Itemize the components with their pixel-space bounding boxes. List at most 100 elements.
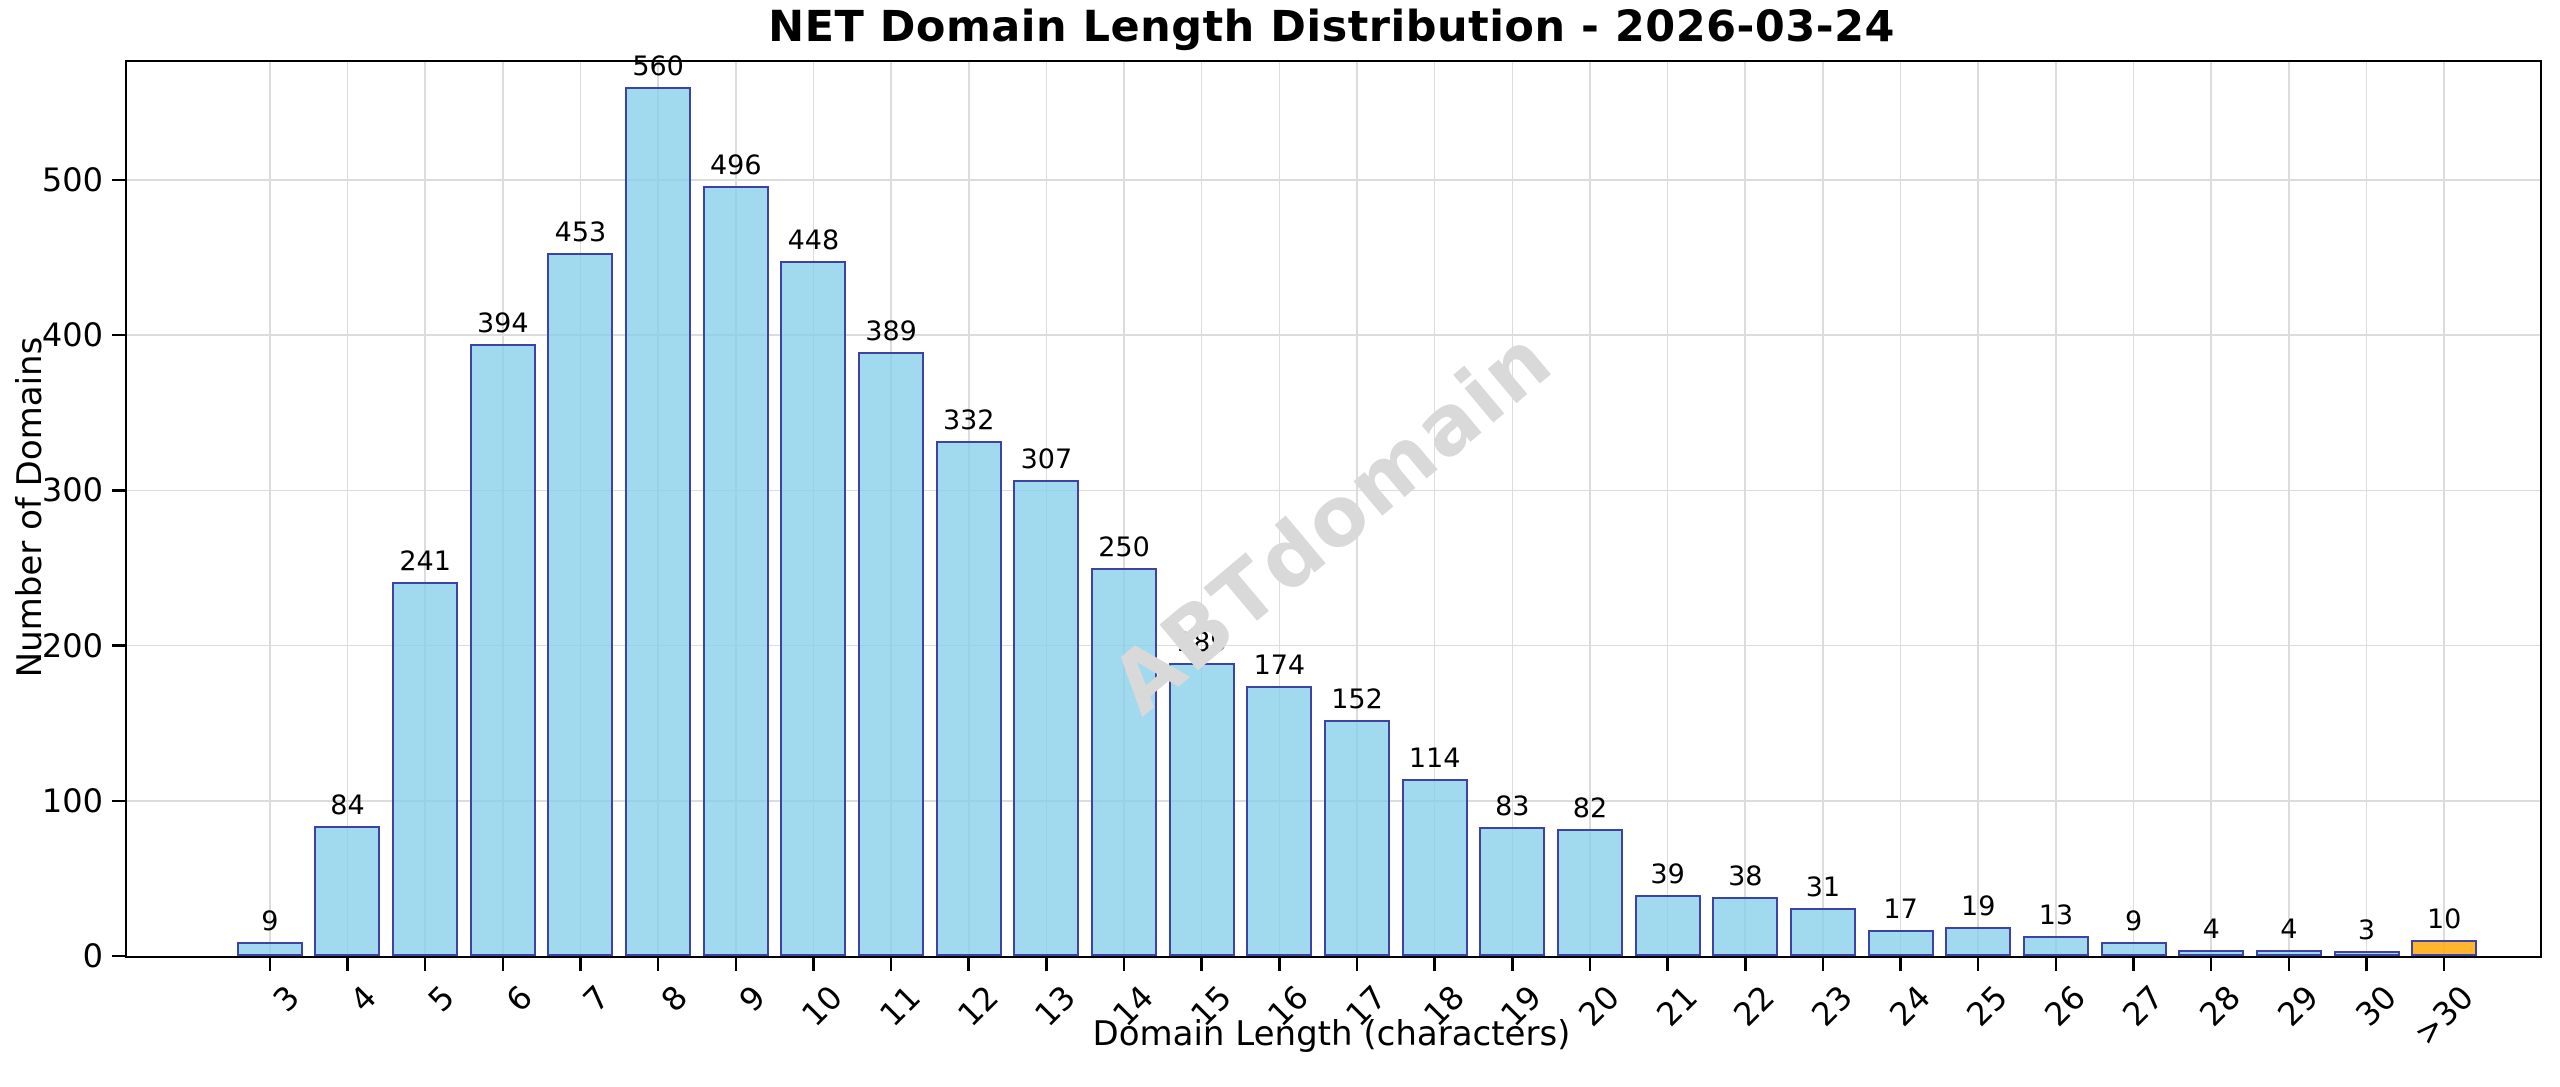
x-gridline: [1123, 62, 1125, 956]
bar-value-label: 13: [2038, 899, 2074, 931]
bar-value-label: 189: [1175, 626, 1228, 658]
bar: [1867, 929, 1934, 956]
x-tick: [2442, 956, 2446, 971]
bar: [780, 260, 847, 956]
bar-value-label: 4: [2202, 913, 2220, 945]
x-gridline: [1822, 62, 1824, 956]
bar: [314, 825, 381, 956]
x-tick: [1899, 956, 1902, 971]
x-gridline: [1899, 62, 1902, 956]
x-tick: [1278, 956, 1281, 971]
y-tick: [112, 799, 127, 803]
bar: [2100, 942, 2167, 956]
y-tick-label: 300: [41, 471, 103, 510]
x-tick: [1122, 956, 1126, 971]
x-tick: [1433, 956, 1436, 971]
bar-value-label: 332: [942, 404, 995, 436]
x-tick: [2054, 956, 2058, 971]
bar-value-label: 250: [1098, 531, 1150, 563]
bar-value-label: 10: [2426, 904, 2462, 936]
x-gridline: [2210, 62, 2212, 956]
x-gridline: [1511, 62, 1514, 956]
watermark: ABTdomain: [1093, 311, 1571, 733]
bar: [1789, 907, 1856, 956]
bar-value-label: 84: [330, 789, 365, 821]
bar-value-label: 38: [1728, 861, 1763, 893]
bar: [2333, 951, 2400, 956]
bar-value-label: 307: [1020, 443, 1073, 475]
bar-value-label: 39: [1650, 859, 1685, 891]
bar-value-label: 453: [554, 216, 607, 248]
bar: [1168, 662, 1235, 956]
x-tick: [656, 956, 660, 971]
bar-value-label: 17: [1883, 893, 1918, 925]
y-gridline: [127, 644, 2540, 647]
bar-value-label: 31: [1805, 871, 1841, 903]
x-tick: [1821, 956, 1825, 971]
y-tick: [112, 954, 127, 958]
y-tick-label: 200: [41, 626, 103, 665]
bar: [1091, 567, 1158, 956]
x-tick: [2365, 956, 2368, 971]
x-tick: [579, 956, 582, 971]
bar-value-label: 114: [1408, 743, 1461, 775]
y-tick-label: 500: [41, 160, 103, 199]
bar: [1479, 827, 1546, 956]
bar: [858, 352, 925, 956]
x-tick: [1045, 956, 1048, 971]
bar: [2178, 949, 2245, 956]
x-gridline: [1278, 62, 1281, 956]
x-axis-label: Domain Length (characters): [1092, 1014, 1571, 1054]
x-tick: [1511, 956, 1514, 971]
bar: [236, 942, 303, 956]
bar-value-label: 496: [709, 150, 762, 182]
bar-value-label: 174: [1253, 649, 1306, 681]
x-tick: [1200, 956, 1203, 971]
bar-value-label: 83: [1495, 791, 1530, 823]
y-tick: [112, 178, 127, 182]
x-gridline: [1977, 62, 1980, 956]
x-tick: [1666, 956, 1669, 971]
bar-value-label: 394: [477, 308, 529, 340]
bar-value-label: 9: [261, 906, 279, 938]
y-tick-label: 0: [82, 937, 103, 975]
x-gridline: [1356, 62, 1358, 956]
bar-value-label: 448: [787, 224, 840, 256]
bar: [392, 581, 459, 956]
bar-value-label: 560: [632, 50, 684, 82]
x-tick: [423, 956, 427, 971]
x-tick: [2132, 956, 2135, 971]
x-tick: [734, 956, 737, 971]
x-gridline: [269, 62, 271, 956]
x-tick: [967, 956, 970, 971]
y-tick-label: 100: [41, 781, 103, 820]
y-gridline: [127, 489, 2540, 492]
bar-value-label: 3: [2357, 915, 2376, 946]
bar-value-label: 389: [865, 316, 917, 348]
x-gridline: [2132, 62, 2135, 956]
x-tick: [2209, 956, 2213, 971]
bar: [1013, 479, 1080, 956]
bar: [2411, 940, 2478, 956]
bar: [1401, 779, 1468, 956]
x-gridline: [2443, 62, 2445, 956]
bar-value-label: 19: [1961, 890, 1996, 922]
bar: [1324, 720, 1390, 956]
y-tick: [112, 333, 127, 337]
x-gridline: [1666, 62, 1669, 956]
bar: [469, 344, 536, 956]
y-tick: [112, 489, 127, 492]
x-tick: [889, 956, 893, 971]
x-tick: [1744, 956, 1747, 971]
chart-title: NET Domain Length Distribution - 2026-03…: [768, 2, 1895, 52]
plot-area: ABTdomain 0 100 200 300 400 500 9 3 84 4 241 5 394 6 4…: [42, 51, 2542, 1053]
x-gridline: [2055, 62, 2057, 956]
x-gridline: [346, 62, 349, 956]
bar: [1634, 895, 1701, 956]
x-tick: [1588, 956, 1592, 971]
x-gridline: [2288, 62, 2290, 956]
x-tick: [812, 956, 815, 971]
bar: [625, 86, 692, 956]
bar: [935, 440, 1002, 956]
